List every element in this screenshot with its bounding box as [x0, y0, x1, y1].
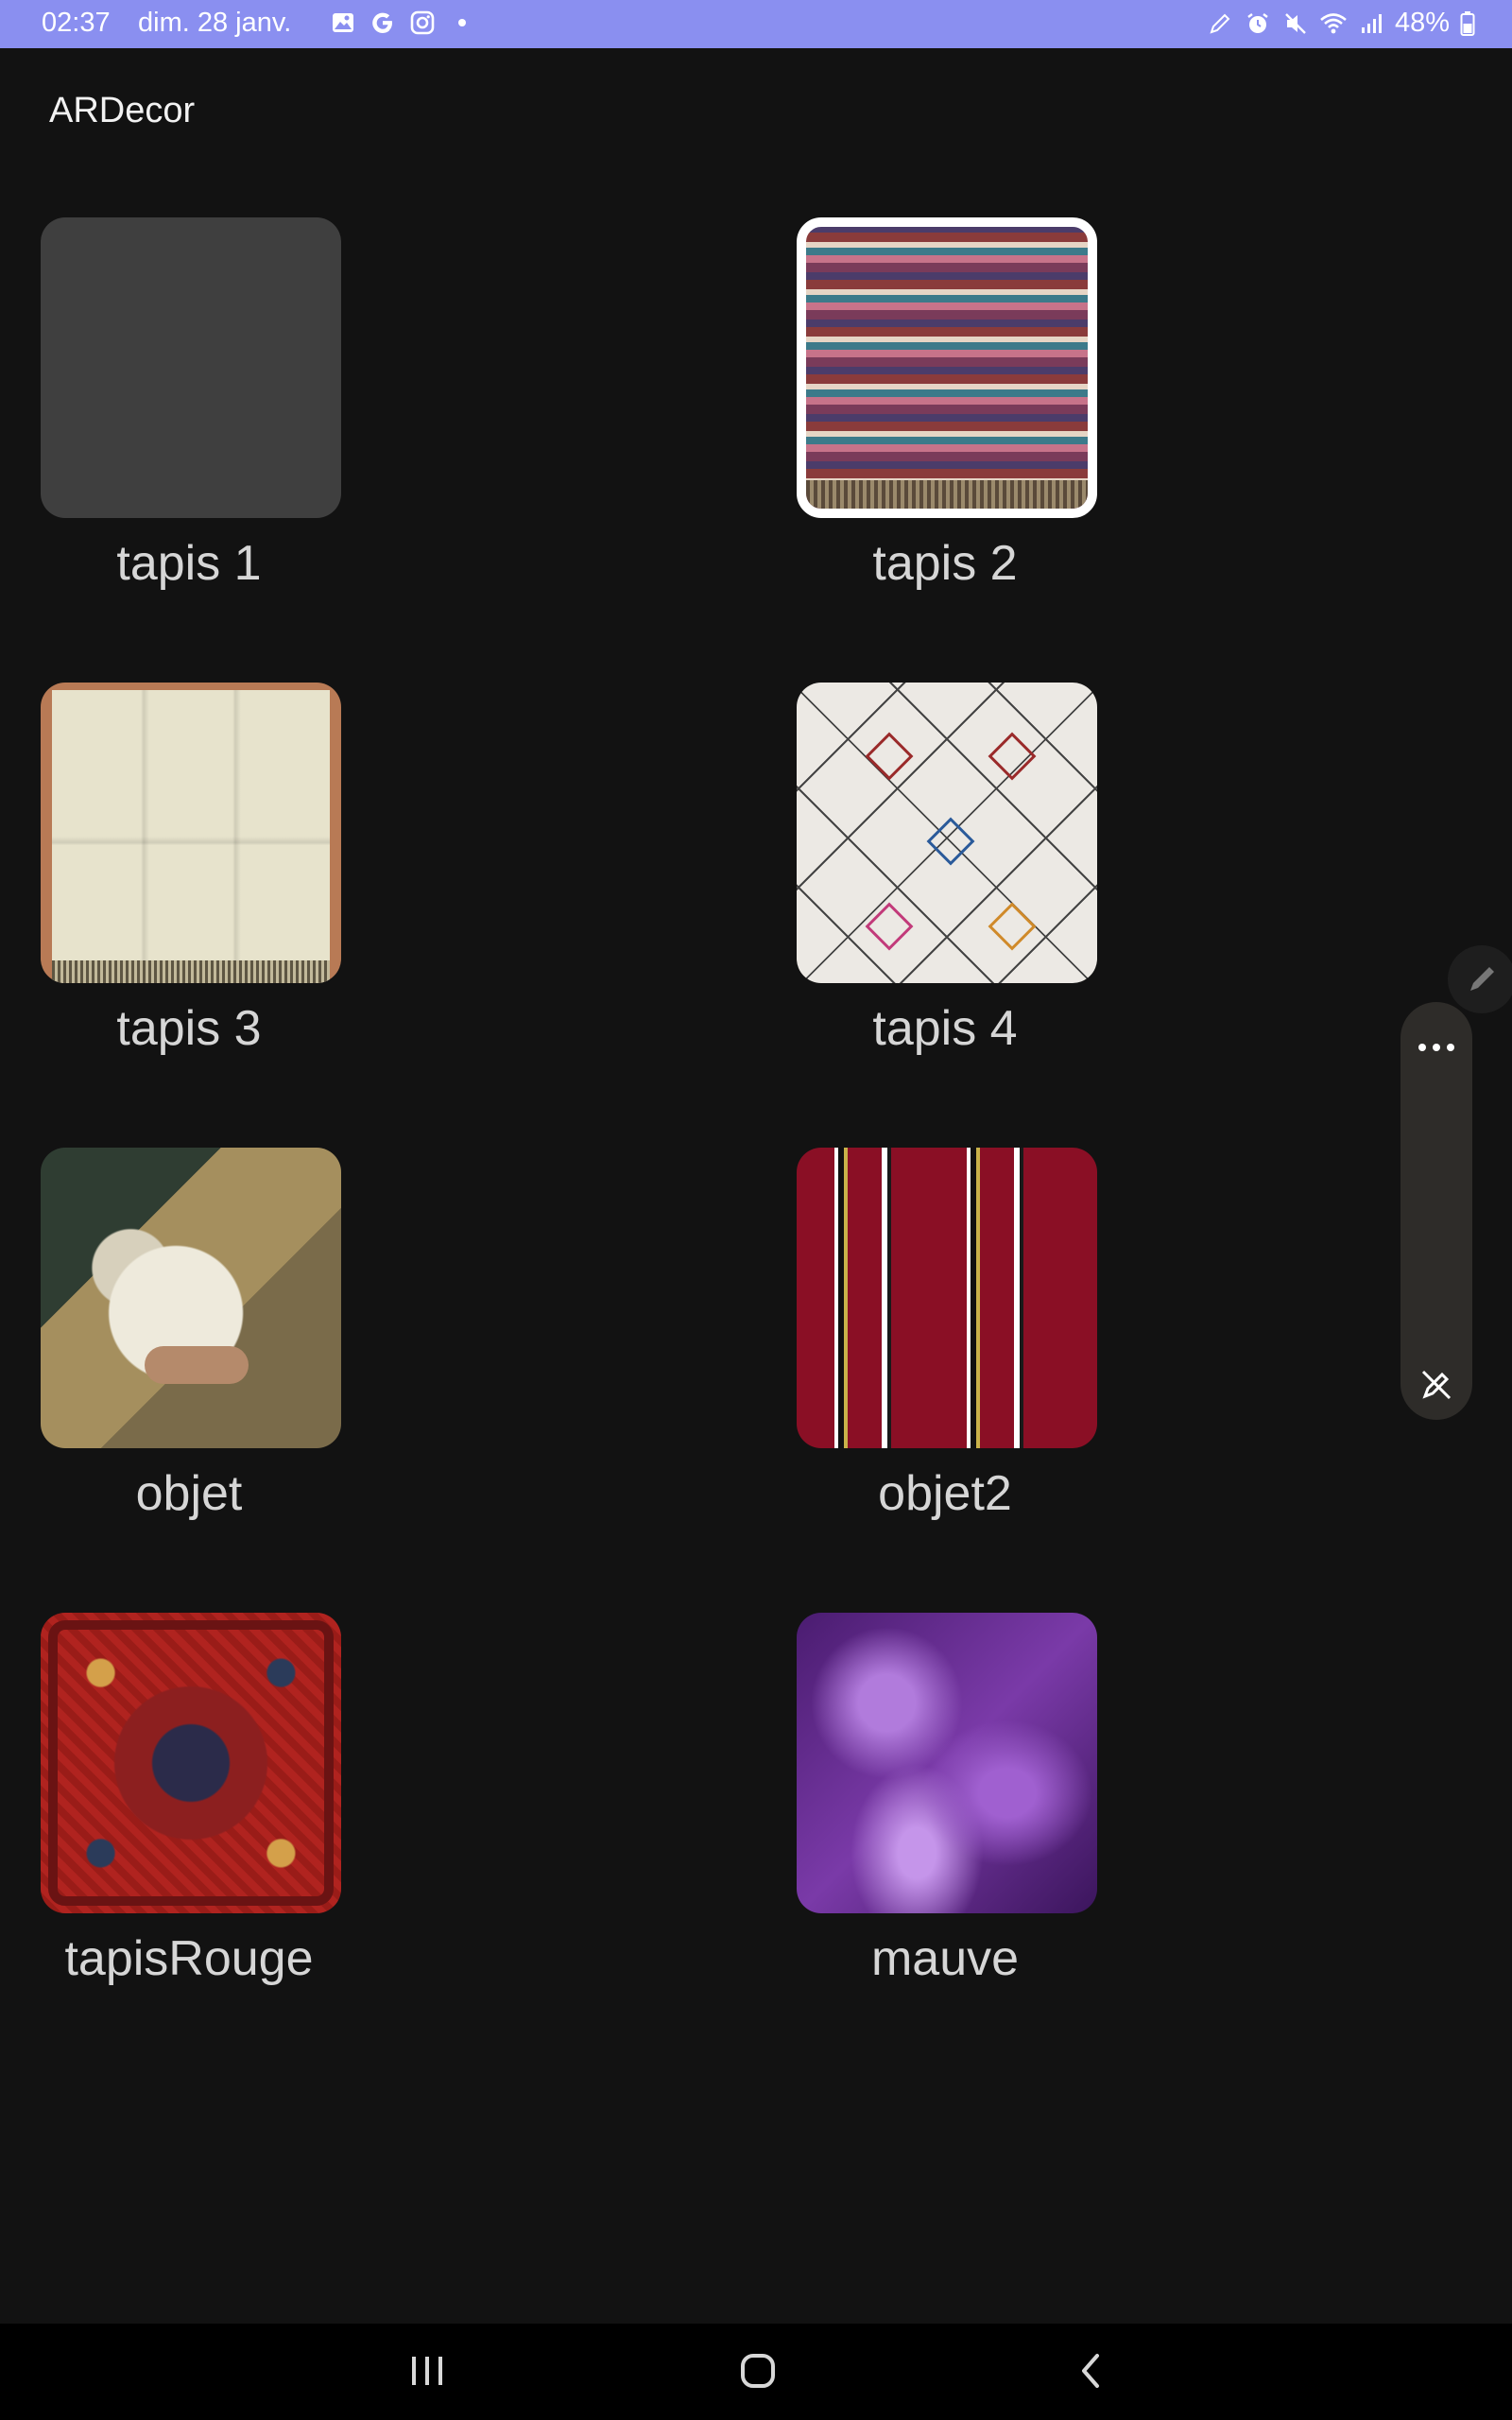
status-date: dim. 28 janv. [138, 8, 292, 38]
item-thumbnail-tapis-1[interactable] [41, 217, 341, 518]
wifi-icon [1319, 9, 1348, 38]
rug-motif [926, 817, 975, 866]
system-status-icons: 48% [1206, 8, 1476, 39]
rug-motif [988, 732, 1037, 781]
recent-apps-icon [412, 2357, 442, 2385]
item-label[interactable]: mauve [870, 1931, 1020, 1986]
hand-shape [145, 1346, 249, 1384]
floating-toolbar[interactable] [1400, 1002, 1472, 1420]
rug-border [48, 1620, 334, 1906]
rug-motif [988, 902, 1037, 951]
grid-row-3: objet objet2 [0, 1148, 1512, 1545]
grid-row-4: tapisRouge mauve [0, 1613, 1512, 2010]
status-time: 02:37 [42, 8, 111, 38]
more-horizontal-icon[interactable] [1400, 1028, 1472, 1066]
rug-motif [865, 902, 914, 951]
battery-icon [1459, 9, 1476, 38]
item-label[interactable]: tapis 4 [872, 1001, 1018, 1056]
home-icon [741, 2354, 775, 2388]
item-thumbnail-objet[interactable] [41, 1148, 341, 1448]
back-icon [1082, 2354, 1099, 2388]
item-thumbnail-tapis-3[interactable] [41, 683, 341, 983]
signal-icon [1357, 9, 1385, 38]
item-label[interactable]: tapis 2 [872, 536, 1018, 591]
rug-motif [865, 732, 914, 781]
recent-apps-button[interactable] [399, 2342, 455, 2399]
grid-row-1: tapis 1 tapis 2 [0, 217, 1512, 614]
item-thumbnail-tapisrouge[interactable] [41, 1613, 341, 1913]
instagram-icon [408, 9, 437, 37]
rug-fringe [806, 480, 1088, 509]
mute-icon [1281, 9, 1310, 38]
rug-body [52, 690, 330, 983]
gallery-icon [329, 9, 357, 37]
more-notifications-dot-icon [448, 9, 476, 37]
item-thumbnail-tapis-4[interactable] [797, 683, 1097, 983]
rug-fringe [52, 960, 330, 983]
app-title: ARDecor [49, 91, 196, 130]
item-label[interactable]: objet2 [878, 1466, 1012, 1521]
item-label[interactable]: objet [135, 1466, 243, 1521]
pen-icon [1470, 967, 1494, 991]
item-thumbnail-mauve[interactable] [797, 1613, 1097, 1913]
item-thumbnail-objet2[interactable] [797, 1148, 1097, 1448]
battery-percent: 48% [1394, 8, 1450, 38]
pen-detached-icon [1206, 9, 1234, 38]
status-bar: 02:37 dim. 28 janv. 48% [0, 0, 1512, 48]
notification-icons [329, 9, 476, 37]
alarm-icon [1244, 9, 1272, 38]
google-icon [369, 9, 397, 37]
item-thumbnail-tapis-2[interactable] [797, 217, 1097, 518]
item-label[interactable]: tapis 3 [116, 1001, 262, 1056]
back-button[interactable] [1062, 2342, 1119, 2399]
grid-row-2: tapis 3 tapis 4 [0, 683, 1512, 1080]
pen-shortcut-button[interactable] [1448, 945, 1512, 1013]
item-label[interactable]: tapis 1 [116, 536, 262, 591]
pen-off-icon[interactable] [1418, 1366, 1455, 1404]
navigation-bar [0, 2324, 1512, 2420]
item-label[interactable]: tapisRouge [64, 1931, 314, 1986]
home-button[interactable] [730, 2342, 786, 2399]
